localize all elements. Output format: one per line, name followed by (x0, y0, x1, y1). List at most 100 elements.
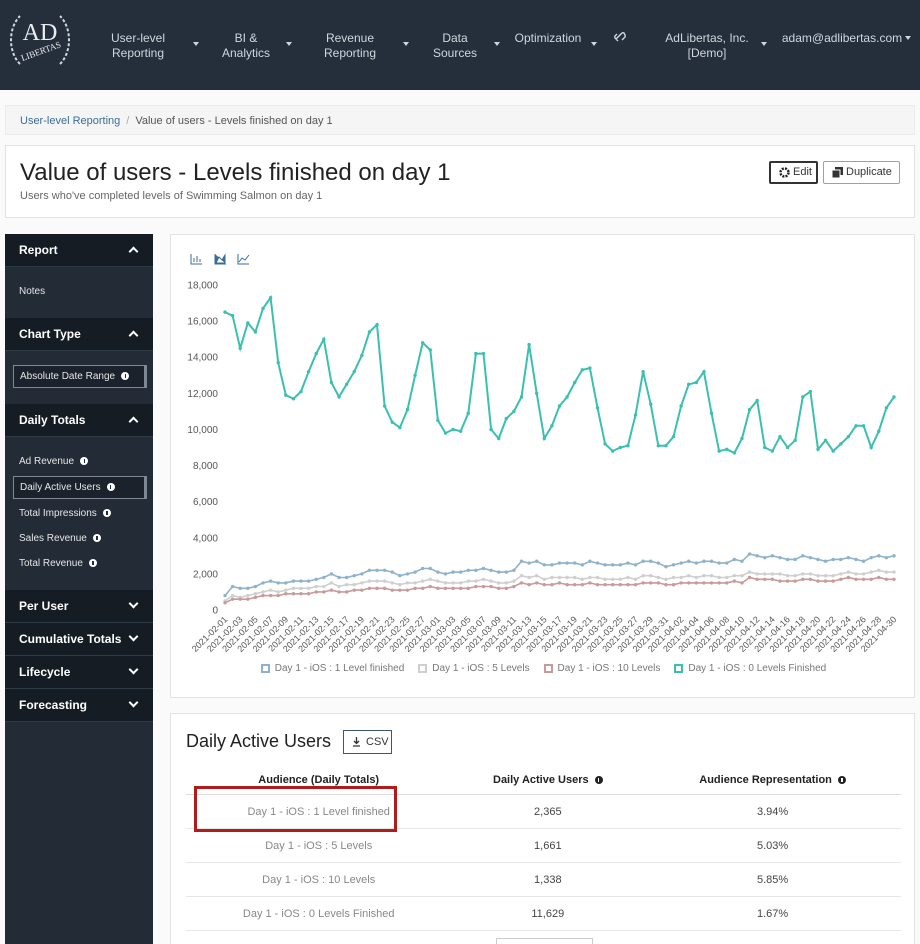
data-point (512, 584, 516, 589)
chevron (128, 631, 139, 642)
nav-item[interactable]: Data Sources (432, 31, 478, 60)
logo[interactable]: AD LIBERTAS (6, 6, 74, 72)
legend-entry[interactable]: Day 1 - iOS : 1 Level finished (260, 663, 404, 674)
data-point (382, 579, 387, 583)
data-point (755, 577, 759, 582)
data-point (542, 563, 546, 567)
sidebar-section-header[interactable]: Forecasting (5, 689, 153, 722)
legend-entry[interactable]: Day 1 - iOS : 5 Levels (418, 663, 530, 674)
nav-item[interactable]: Revenue Reporting (323, 31, 377, 60)
sidebar-section-header[interactable]: Daily Totals (5, 404, 153, 437)
data-point (725, 561, 729, 565)
chevron (128, 664, 139, 675)
data-point (337, 395, 341, 399)
data-point (527, 561, 531, 565)
data-point (230, 313, 235, 318)
data-point (861, 577, 866, 582)
data-point (360, 588, 364, 592)
data-point (519, 559, 524, 563)
data-point (268, 593, 273, 598)
data-point (223, 593, 227, 598)
nav-item[interactable]: Optimization (514, 31, 582, 45)
item-label: Total Revenue (19, 558, 83, 569)
nav-caret (193, 42, 199, 46)
data-point (755, 554, 759, 558)
data-point (808, 572, 813, 576)
sidebar-item[interactable]: Sales Revenue (13, 526, 147, 551)
data-point (337, 590, 341, 594)
data-point (489, 579, 493, 583)
data-point (314, 351, 318, 356)
sidebar-section-header[interactable]: Cumulative Totals (5, 623, 153, 656)
link-icon[interactable] (613, 30, 627, 44)
data-point (611, 449, 615, 453)
data-point (671, 575, 676, 580)
data-point (580, 563, 585, 567)
data-point (580, 368, 585, 372)
sidebar-item[interactable]: Absolute Date Range (13, 365, 147, 388)
nav-item[interactable]: User-level Reporting (110, 31, 165, 60)
item-label: Ad Revenue (19, 456, 75, 467)
chart-type-icons[interactable] (190, 253, 250, 265)
data-point (732, 451, 737, 455)
data-point (755, 572, 759, 576)
data-point (405, 581, 410, 585)
data-point (892, 570, 896, 574)
sidebar-item[interactable]: Total Impressions (13, 501, 147, 526)
sidebar-section-header[interactable]: Per User (5, 590, 153, 623)
sidebar-item[interactable]: Daily Active Users (13, 476, 147, 499)
section-title: Report (19, 243, 58, 257)
sidebar: Report Notes Chart Type Absolute Date Range… (5, 234, 153, 944)
sidebar-item[interactable]: Total Revenue (13, 551, 147, 576)
data-point (299, 579, 303, 583)
data-point (679, 561, 683, 565)
data-point (649, 581, 653, 585)
legend-entry[interactable]: Day 1 - iOS : 0 Levels Finished (674, 663, 826, 674)
data-point (884, 570, 889, 574)
data-point (595, 575, 600, 580)
duplicate-button[interactable]: Duplicate (823, 161, 900, 184)
sidebar-section-header[interactable]: Chart Type (5, 318, 153, 351)
data-point (664, 443, 668, 448)
sidebar-section-header[interactable]: Report (5, 234, 153, 267)
edit-button[interactable]: Edit (769, 161, 818, 184)
account-menu[interactable]: AdLibertas, Inc. [Demo] (665, 31, 749, 60)
data-point (534, 573, 539, 578)
breadcrumb-link[interactable]: User-level Reporting (20, 115, 121, 127)
nav-caret (494, 42, 500, 46)
sidebar-item[interactable]: Notes (13, 279, 147, 304)
pager[interactable] (496, 938, 593, 944)
legend-entry[interactable]: Day 1 - iOS : 10 Levels (543, 663, 661, 674)
y-tick-label: 0 (212, 606, 218, 617)
data-point (398, 425, 402, 430)
nav-item[interactable]: BI & Analytics (221, 31, 271, 60)
data-point (633, 577, 638, 582)
data-point (816, 579, 820, 583)
data-point (253, 592, 258, 596)
data-point (413, 570, 417, 574)
y-tick-label: 6,000 (193, 497, 218, 508)
data-point (755, 398, 759, 403)
data-point (649, 559, 653, 563)
data-point (846, 555, 851, 560)
sidebar-section-header[interactable]: Lifecycle (5, 656, 153, 689)
data-point (436, 586, 440, 591)
csv-button[interactable]: CSV (343, 730, 392, 754)
data-point (291, 397, 296, 401)
data-point (861, 572, 866, 576)
user-menu[interactable]: adam@adlibertas.com (781, 31, 903, 45)
data-point (573, 561, 577, 565)
data-point (846, 575, 851, 580)
legend-label: Day 1 - iOS : 10 Levels (557, 663, 661, 674)
data-point (420, 341, 425, 345)
data-point (747, 407, 752, 412)
nav-caret (905, 36, 911, 40)
chart-card: 0 2,000 4,000 6,000 8,000 10,000 12,000 14,000 1… (170, 234, 915, 698)
sidebar-item[interactable]: Ad Revenue (13, 449, 147, 474)
data-point (375, 586, 379, 591)
data-point (671, 563, 676, 567)
data-point (230, 593, 235, 598)
data-point (732, 579, 737, 583)
breadcrumb: User-level Reporting / Value of users - Le… (5, 105, 915, 135)
data-point (299, 586, 303, 591)
